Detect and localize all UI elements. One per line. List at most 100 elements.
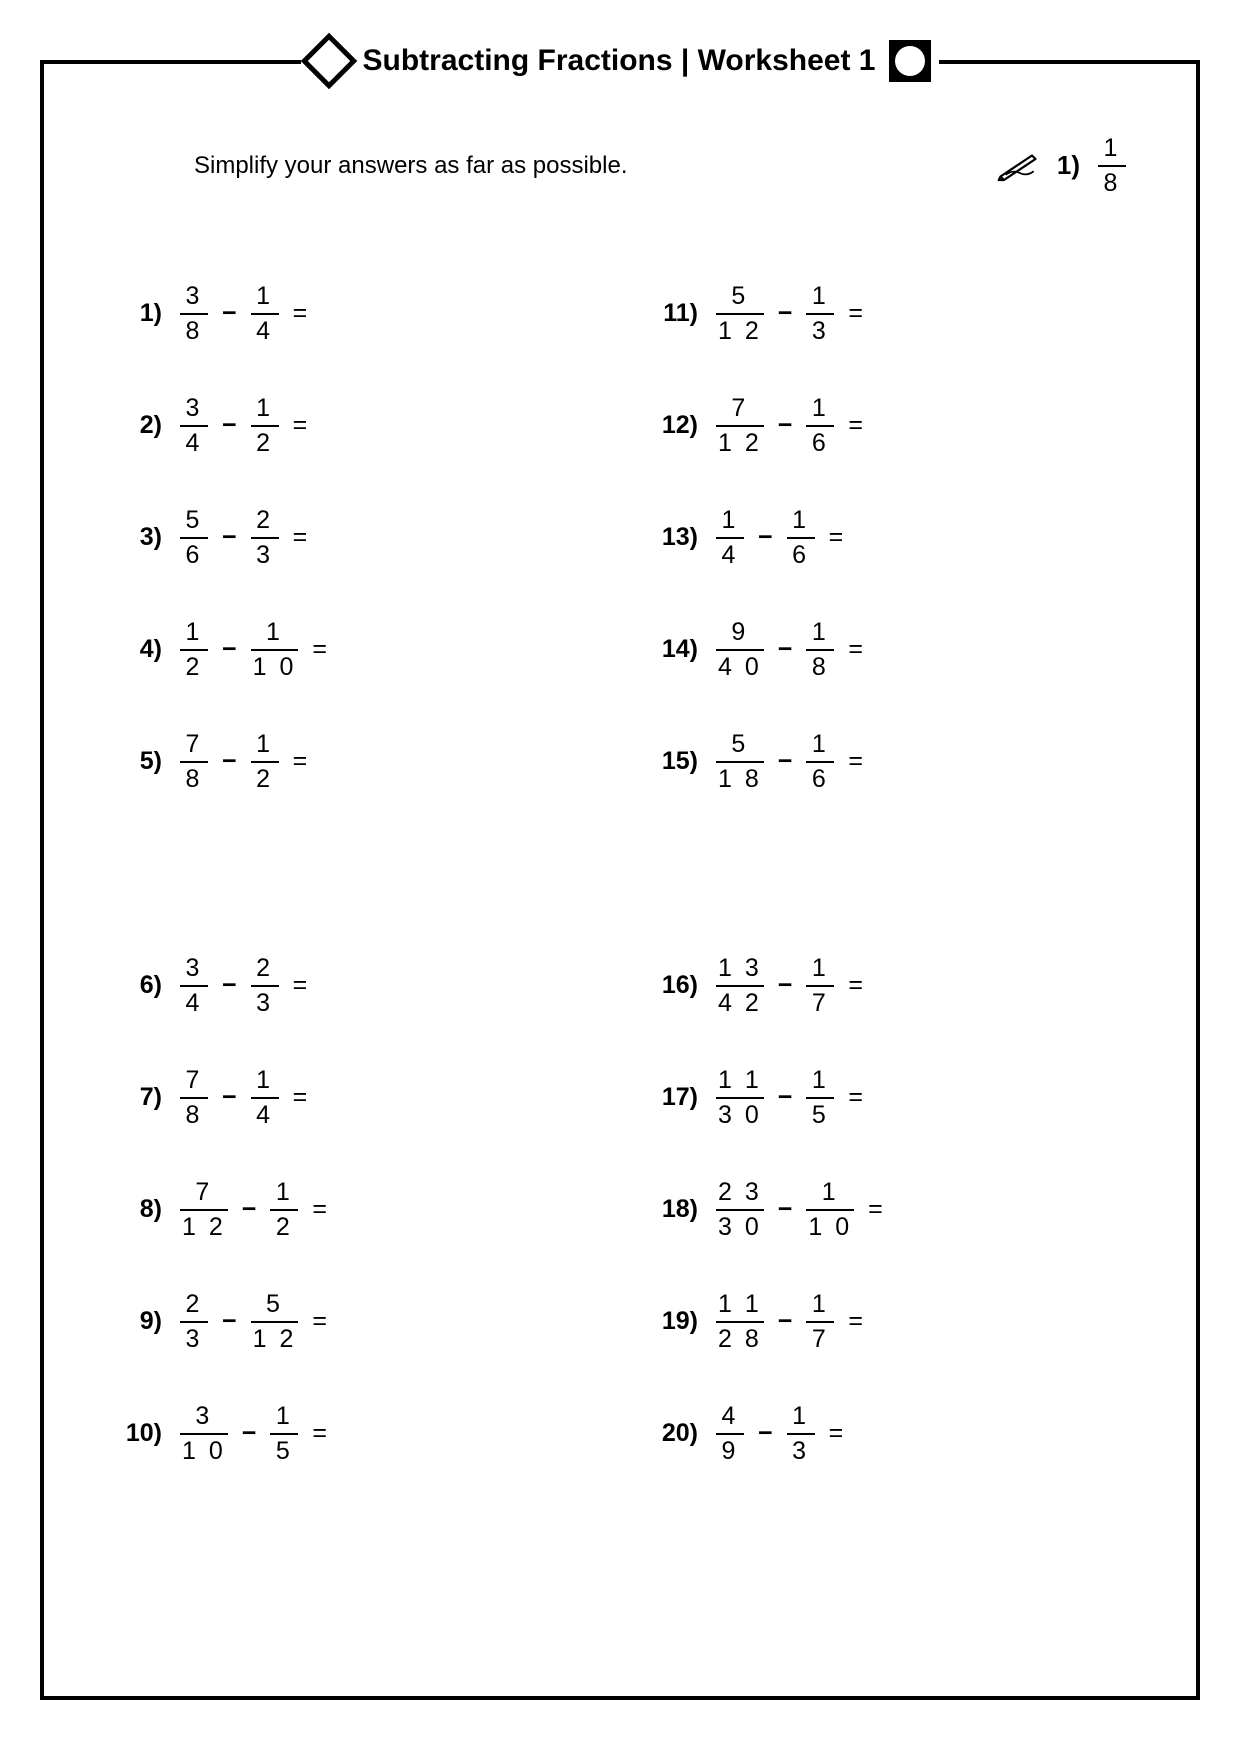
fraction-b-num: 1 [254,282,275,313]
fraction-b: 23 [251,954,279,1018]
problem-row: 15)51 8−16= [640,706,1136,818]
fraction-a-num: 5 [729,730,750,761]
fraction-a: 34 [180,394,208,458]
fraction-b-den: 4 [251,313,279,346]
minus-operator: − [222,1307,237,1336]
title-box: Subtracting Fractions | Worksheet 1 [301,40,940,82]
fraction-a: 1 12 8 [716,1290,764,1354]
fraction-b-den: 2 [270,1209,298,1242]
instruction-row: Simplify your answers as far as possible… [104,134,1136,198]
fraction-a-den: 3 0 [716,1097,764,1130]
fraction-a: 34 [180,954,208,1018]
fraction-a: 78 [180,1066,208,1130]
fraction-b: 16 [806,394,834,458]
fraction-b: 18 [806,618,834,682]
problem-row: 16)1 34 2−17= [640,930,1136,1042]
fraction-b: 13 [787,1402,815,1466]
problem-row: 5)78−12= [104,706,600,818]
fraction-b-num: 1 [810,282,831,313]
problem-row: 12)71 2−16= [640,370,1136,482]
minus-operator: − [778,1083,793,1112]
minus-operator: − [778,1307,793,1336]
fraction-b-num: 1 [810,730,831,761]
fraction-b: 51 2 [251,1290,299,1354]
equals-sign: = [293,411,308,440]
section-gap [640,818,1136,930]
title-strip: Subtracting Fractions | Worksheet 1 [44,40,1196,82]
fraction-a-den: 1 2 [716,425,764,458]
section-gap [104,818,600,930]
fraction-a: 1 13 0 [716,1066,764,1130]
diamond-icon [300,33,357,90]
fraction-b-den: 5 [270,1433,298,1466]
fraction-a-den: 1 8 [716,761,764,794]
problem-number: 18) [640,1195,698,1224]
fraction-a: 71 2 [180,1178,228,1242]
fraction-b-den: 2 [251,761,279,794]
problem-row: 19)1 12 8−17= [640,1266,1136,1378]
fraction-b-num: 5 [264,1290,285,1321]
example-number: 1) [1057,150,1080,181]
fraction-a-den: 4 [180,425,208,458]
example-fraction: 1 8 [1098,134,1126,198]
fraction-b-num: 1 [274,1178,295,1209]
equals-sign: = [848,747,863,776]
fraction-b-num: 1 [254,730,275,761]
problem-row: 9)23−51 2= [104,1266,600,1378]
problem-row: 4)12−11 0= [104,594,600,706]
fraction-a: 51 2 [716,282,764,346]
fraction-a-num: 5 [184,506,205,537]
problem-number: 3) [104,523,162,552]
worksheet-page: Subtracting Fractions | Worksheet 1 Simp… [0,0,1240,1754]
problem-columns: 1)38−14=2)34−12=3)56−23=4)12−11 0=5)78−1… [104,258,1136,1490]
equals-sign: = [848,411,863,440]
fraction-b: 12 [270,1178,298,1242]
problem-number: 20) [640,1419,698,1448]
page-frame: Subtracting Fractions | Worksheet 1 Simp… [40,60,1200,1700]
fraction-a-num: 7 [193,1178,214,1209]
problem-number: 6) [104,971,162,1000]
fraction-a: 49 [716,1402,744,1466]
content-area: Simplify your answers as far as possible… [44,64,1196,1696]
worksheet-title: Subtracting Fractions | Worksheet 1 [363,44,876,78]
fraction-b-den: 6 [787,537,815,570]
fraction-b-den: 7 [806,1321,834,1354]
problem-number: 2) [104,411,162,440]
fraction-a-den: 4 2 [716,985,764,1018]
minus-operator: − [758,523,773,552]
problem-row: 3)56−23= [104,482,600,594]
equals-sign: = [848,299,863,328]
fraction-a-num: 7 [184,730,205,761]
square-circle-icon [889,40,931,82]
fraction-b-den: 1 0 [251,649,299,682]
fraction-a-den: 3 0 [716,1209,764,1242]
fraction-a-den: 1 0 [180,1433,228,1466]
problem-number: 15) [640,747,698,776]
fraction-b-den: 1 0 [806,1209,854,1242]
fraction-a: 78 [180,730,208,794]
fraction-b: 14 [251,282,279,346]
example-numerator: 1 [1102,134,1123,165]
writing-hand-icon [997,150,1039,182]
fraction-b-den: 3 [806,313,834,346]
fraction-a: 94 0 [716,618,764,682]
fraction-a: 12 [180,618,208,682]
fraction-a-den: 1 2 [180,1209,228,1242]
problem-number: 4) [104,635,162,664]
fraction-b-num: 1 [820,1178,841,1209]
fraction-b-num: 1 [264,618,285,649]
equals-sign: = [312,1419,327,1448]
problem-number: 11) [640,299,698,328]
problem-number: 5) [104,747,162,776]
fraction-a: 51 8 [716,730,764,794]
fraction-a: 56 [180,506,208,570]
equals-sign: = [293,299,308,328]
fraction-a-num: 1 [184,618,205,649]
fraction-b: 12 [251,730,279,794]
fraction-a-den: 4 [716,537,744,570]
fraction-b-den: 4 [251,1097,279,1130]
fraction-a-den: 1 2 [716,313,764,346]
fraction-a: 38 [180,282,208,346]
fraction-a-num: 5 [729,282,750,313]
minus-operator: − [242,1419,257,1448]
